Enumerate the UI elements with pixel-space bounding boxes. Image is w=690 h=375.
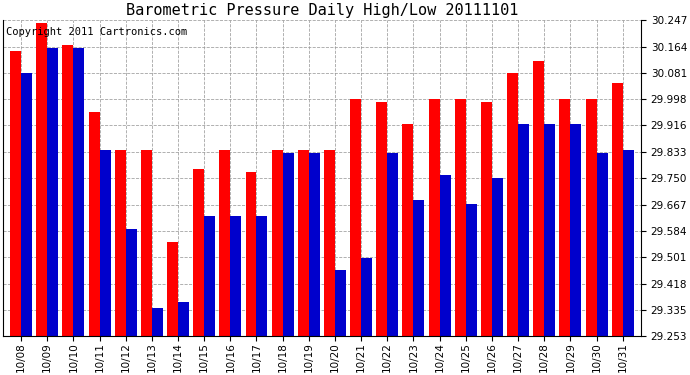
Bar bbox=[622, 150, 633, 336]
Bar bbox=[402, 124, 413, 336]
Bar bbox=[21, 74, 32, 336]
Bar bbox=[62, 45, 73, 336]
Bar bbox=[126, 229, 137, 336]
Bar bbox=[361, 258, 372, 336]
Bar bbox=[99, 150, 110, 336]
Bar bbox=[413, 201, 424, 336]
Bar bbox=[246, 172, 257, 336]
Bar bbox=[481, 102, 492, 336]
Bar bbox=[298, 150, 309, 336]
Bar bbox=[152, 309, 163, 336]
Bar bbox=[141, 150, 152, 336]
Bar bbox=[586, 99, 597, 336]
Bar bbox=[219, 150, 230, 336]
Bar bbox=[612, 83, 622, 336]
Bar bbox=[518, 124, 529, 336]
Bar bbox=[533, 61, 544, 336]
Bar bbox=[47, 48, 58, 336]
Bar bbox=[492, 178, 503, 336]
Bar bbox=[428, 99, 440, 336]
Bar bbox=[88, 111, 99, 336]
Bar bbox=[387, 153, 398, 336]
Bar bbox=[560, 99, 571, 336]
Bar bbox=[167, 242, 178, 336]
Bar bbox=[507, 74, 518, 336]
Bar bbox=[37, 22, 47, 336]
Bar bbox=[455, 99, 466, 336]
Bar bbox=[376, 102, 387, 336]
Bar bbox=[73, 48, 84, 336]
Bar bbox=[309, 153, 319, 336]
Bar bbox=[230, 216, 241, 336]
Bar bbox=[193, 169, 204, 336]
Bar bbox=[544, 124, 555, 336]
Bar bbox=[335, 270, 346, 336]
Text: Copyright 2011 Cartronics.com: Copyright 2011 Cartronics.com bbox=[6, 27, 187, 37]
Bar bbox=[272, 150, 283, 336]
Bar bbox=[283, 153, 294, 336]
Bar bbox=[204, 216, 215, 336]
Title: Barometric Pressure Daily High/Low 20111101: Barometric Pressure Daily High/Low 20111… bbox=[126, 3, 518, 18]
Bar bbox=[440, 175, 451, 336]
Bar bbox=[178, 302, 189, 336]
Bar bbox=[571, 124, 582, 336]
Bar bbox=[115, 150, 126, 336]
Bar bbox=[350, 99, 361, 336]
Bar bbox=[10, 51, 21, 336]
Bar bbox=[466, 204, 477, 336]
Bar bbox=[324, 150, 335, 336]
Bar bbox=[597, 153, 607, 336]
Bar bbox=[257, 216, 268, 336]
